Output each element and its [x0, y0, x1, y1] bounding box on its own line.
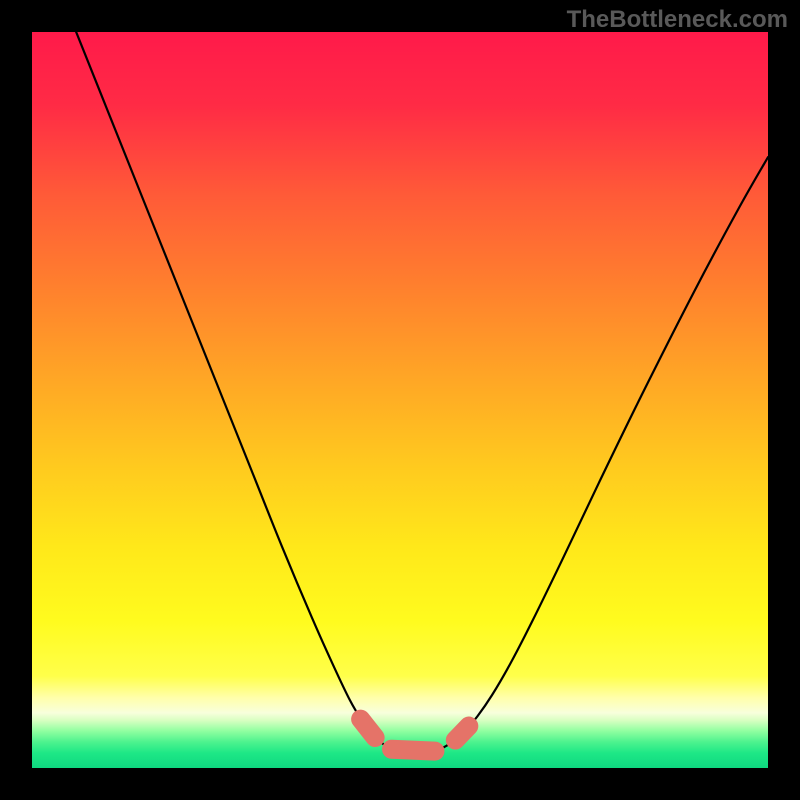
marker-segment-0 — [361, 719, 375, 737]
plot-svg — [32, 32, 768, 768]
chart-container: TheBottleneck.com — [0, 0, 800, 800]
gradient-background — [32, 32, 768, 768]
marker-segment-1 — [392, 749, 435, 751]
watermark-text: TheBottleneck.com — [567, 6, 788, 34]
plot-area — [32, 32, 768, 768]
marker-segment-2 — [455, 726, 468, 740]
